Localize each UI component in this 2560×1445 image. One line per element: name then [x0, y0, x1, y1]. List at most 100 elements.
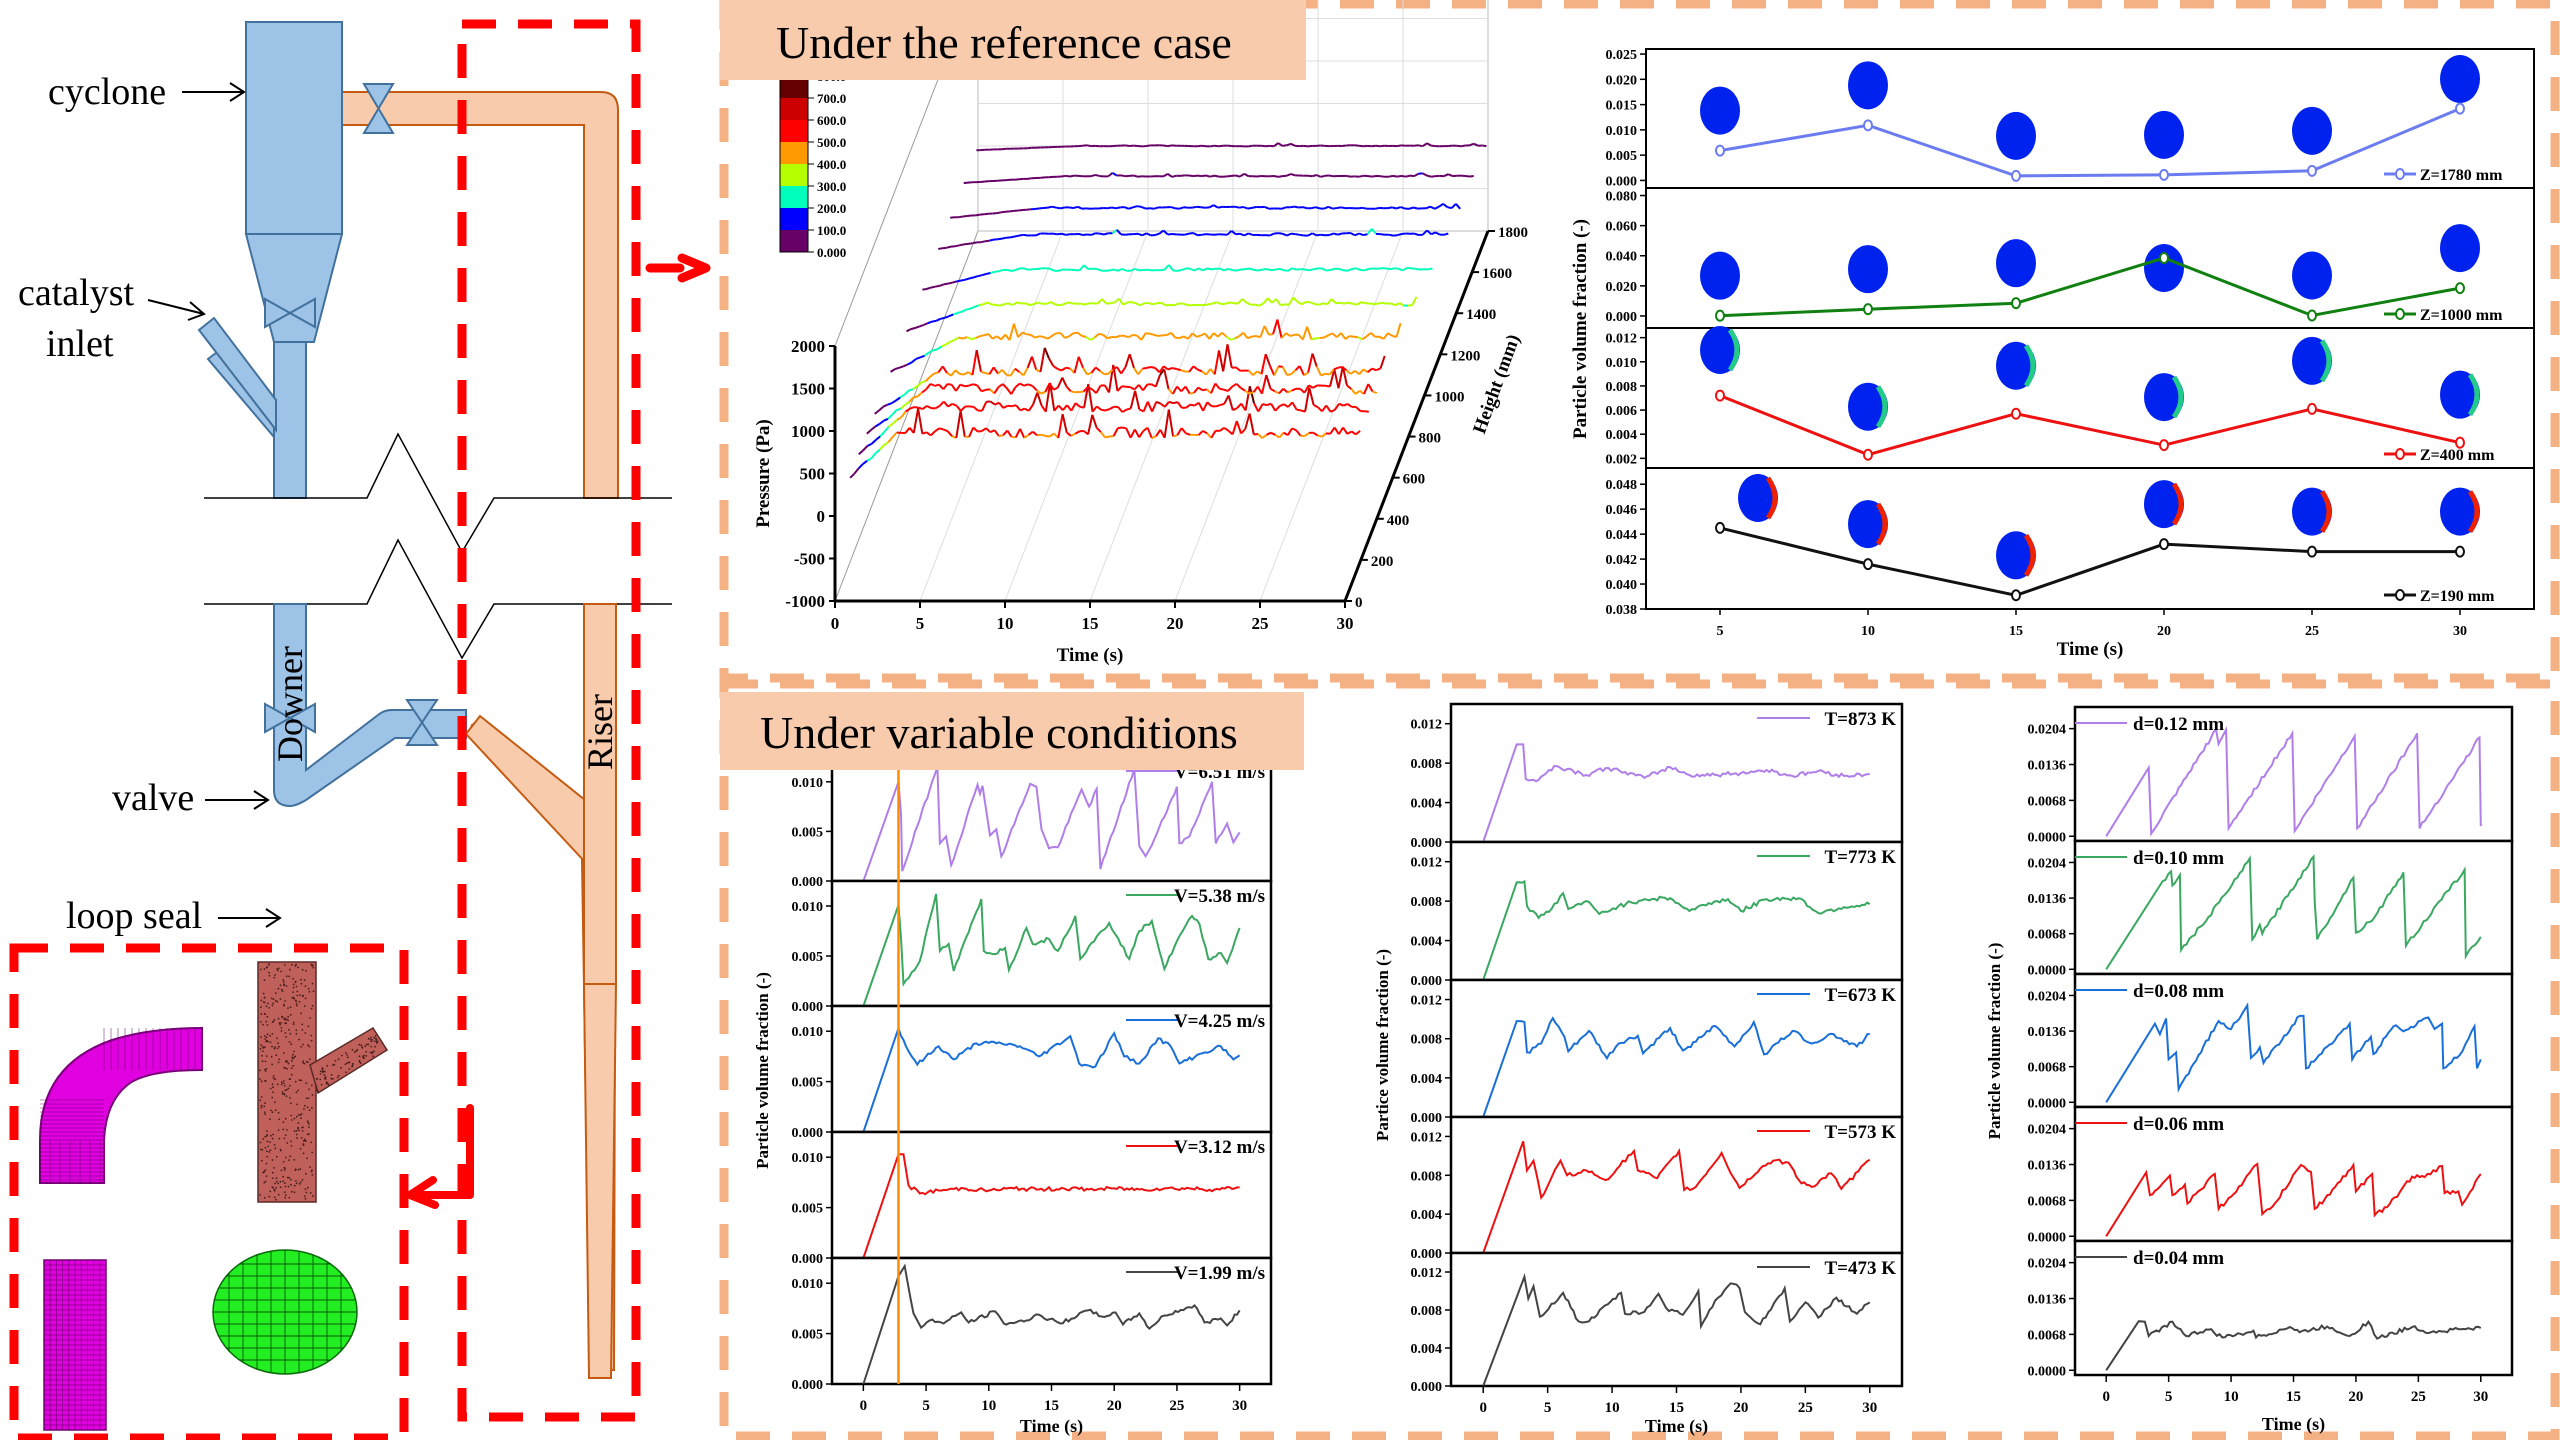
mesh-node	[296, 1005, 298, 1007]
mesh-node	[294, 1185, 296, 1187]
pressure-series-segment	[1177, 270, 1181, 271]
pressure-series-segment	[1350, 336, 1354, 337]
mesh-node	[299, 1168, 301, 1170]
mesh-node	[304, 1105, 306, 1107]
colorbar-swatch	[780, 230, 808, 252]
legend-label: T=573 K	[1824, 1122, 1896, 1143]
pressure-series-segment	[1309, 385, 1313, 388]
pressure-series-segment	[1360, 270, 1364, 271]
mesh-node	[291, 1067, 293, 1069]
pressure-series-segment	[1083, 235, 1087, 236]
pressure-series-segment	[1024, 384, 1028, 385]
pressure-series-segment	[1093, 406, 1097, 411]
mesh-node	[283, 1093, 285, 1095]
pressure-series-segment	[1108, 173, 1112, 177]
y-tick-label: 0.040	[1606, 578, 1638, 593]
pressure-series-segment	[1139, 431, 1143, 437]
pressure-series-segment	[1169, 410, 1173, 437]
legend-label: T=673 K	[1824, 985, 1896, 1006]
mesh-node	[287, 1007, 289, 1009]
mesh-node	[268, 1151, 270, 1153]
mesh-node	[277, 970, 279, 972]
pressure-series-segment	[1248, 208, 1252, 209]
mesh-node	[319, 1079, 321, 1081]
pressure-series-segment	[1279, 433, 1283, 438]
mesh-node	[306, 1157, 308, 1159]
pressure-series-segment	[1316, 207, 1320, 208]
pressure-series-segment	[1007, 270, 1011, 271]
mesh-node	[264, 1111, 266, 1113]
data-marker	[2456, 104, 2464, 114]
mesh-node	[288, 1029, 290, 1031]
mesh-node	[262, 1060, 264, 1062]
x-tick-label: 25	[1798, 1400, 1813, 1416]
pressure-series-segment	[1294, 207, 1298, 208]
contour-disc	[1700, 252, 1740, 300]
pressure-series-segment	[1319, 303, 1323, 305]
mesh-node	[292, 991, 294, 993]
pressure-series-segment	[867, 430, 871, 434]
mesh-node	[270, 1041, 272, 1043]
mesh-node	[274, 1101, 276, 1103]
pressure-series-segment	[1371, 333, 1375, 337]
pressure-series-segment	[995, 403, 999, 405]
process-diagram: cyclone catalyst inlet valve loop seal D…	[14, 22, 706, 1438]
data-marker	[2012, 409, 2020, 419]
pressure-series-segment	[1273, 320, 1277, 335]
pressure-series-segment	[1397, 145, 1401, 146]
mesh-node	[295, 981, 297, 983]
pressure-series-segment	[1008, 406, 1012, 407]
y-tick-label: 0.005	[792, 1076, 824, 1091]
pressure-series-segment	[917, 383, 921, 387]
mesh-node	[301, 1137, 303, 1139]
pressure-series-segment	[1096, 368, 1100, 371]
legend-label: V=3.12 m/s	[1174, 1137, 1265, 1158]
legend-marker	[2396, 590, 2404, 600]
contour-disc	[1996, 239, 2036, 287]
pressure-series-segment	[1035, 336, 1039, 338]
mesh-node	[287, 1177, 289, 1179]
grid-line	[1005, 231, 1148, 601]
pressure-series-segment	[1168, 145, 1172, 146]
mesh-node	[295, 1029, 297, 1031]
pressure-series-segment	[973, 384, 977, 385]
pressure-series-segment	[1380, 176, 1384, 177]
pressure-series-segment	[1345, 336, 1349, 339]
pressure-series-segment	[960, 385, 964, 387]
y-tick-label: 0.046	[1606, 503, 1638, 518]
pressure-series-segment	[1028, 384, 1032, 386]
pressure-series-segment	[1168, 174, 1172, 177]
y-tick-label: 0.006	[1606, 404, 1638, 419]
mesh-node	[304, 1005, 306, 1007]
mesh-node	[266, 1036, 268, 1038]
pressure-series-segment	[918, 409, 922, 434]
pressure-series-segment	[1135, 391, 1139, 410]
pressure-series-segment	[1215, 350, 1219, 374]
pressure-series-segment	[1245, 414, 1249, 429]
pressure-series-segment	[938, 248, 942, 249]
mesh-node	[278, 1046, 280, 1048]
mesh-node	[372, 1055, 374, 1057]
label-cyclone: cyclone	[48, 71, 166, 113]
pressure-series-segment	[1284, 404, 1288, 407]
pressure-series-segment	[1218, 333, 1222, 337]
legend-label: T=473 K	[1824, 1258, 1896, 1279]
pressure-series-segment	[916, 357, 920, 359]
pressure-series-segment	[1290, 207, 1294, 208]
mesh-node	[266, 1163, 268, 1165]
pressure-series-segment	[1183, 304, 1187, 306]
pressure-series-segment	[960, 244, 964, 245]
pressure-series-segment	[956, 281, 960, 282]
data-marker	[1716, 146, 1724, 156]
mesh-node	[293, 1159, 295, 1161]
pressure-series-segment	[1328, 207, 1332, 209]
legend-marker	[2396, 449, 2404, 459]
pressure-series-segment	[1208, 304, 1212, 305]
pressure-series-segment	[1211, 269, 1215, 270]
pressure-series-segment	[1311, 338, 1315, 339]
mesh-node	[282, 990, 284, 992]
mesh-node	[300, 1117, 302, 1119]
panel-frame	[1646, 328, 2534, 468]
pressure-series-segment	[1300, 366, 1304, 375]
pressure-series-segment	[915, 327, 919, 328]
